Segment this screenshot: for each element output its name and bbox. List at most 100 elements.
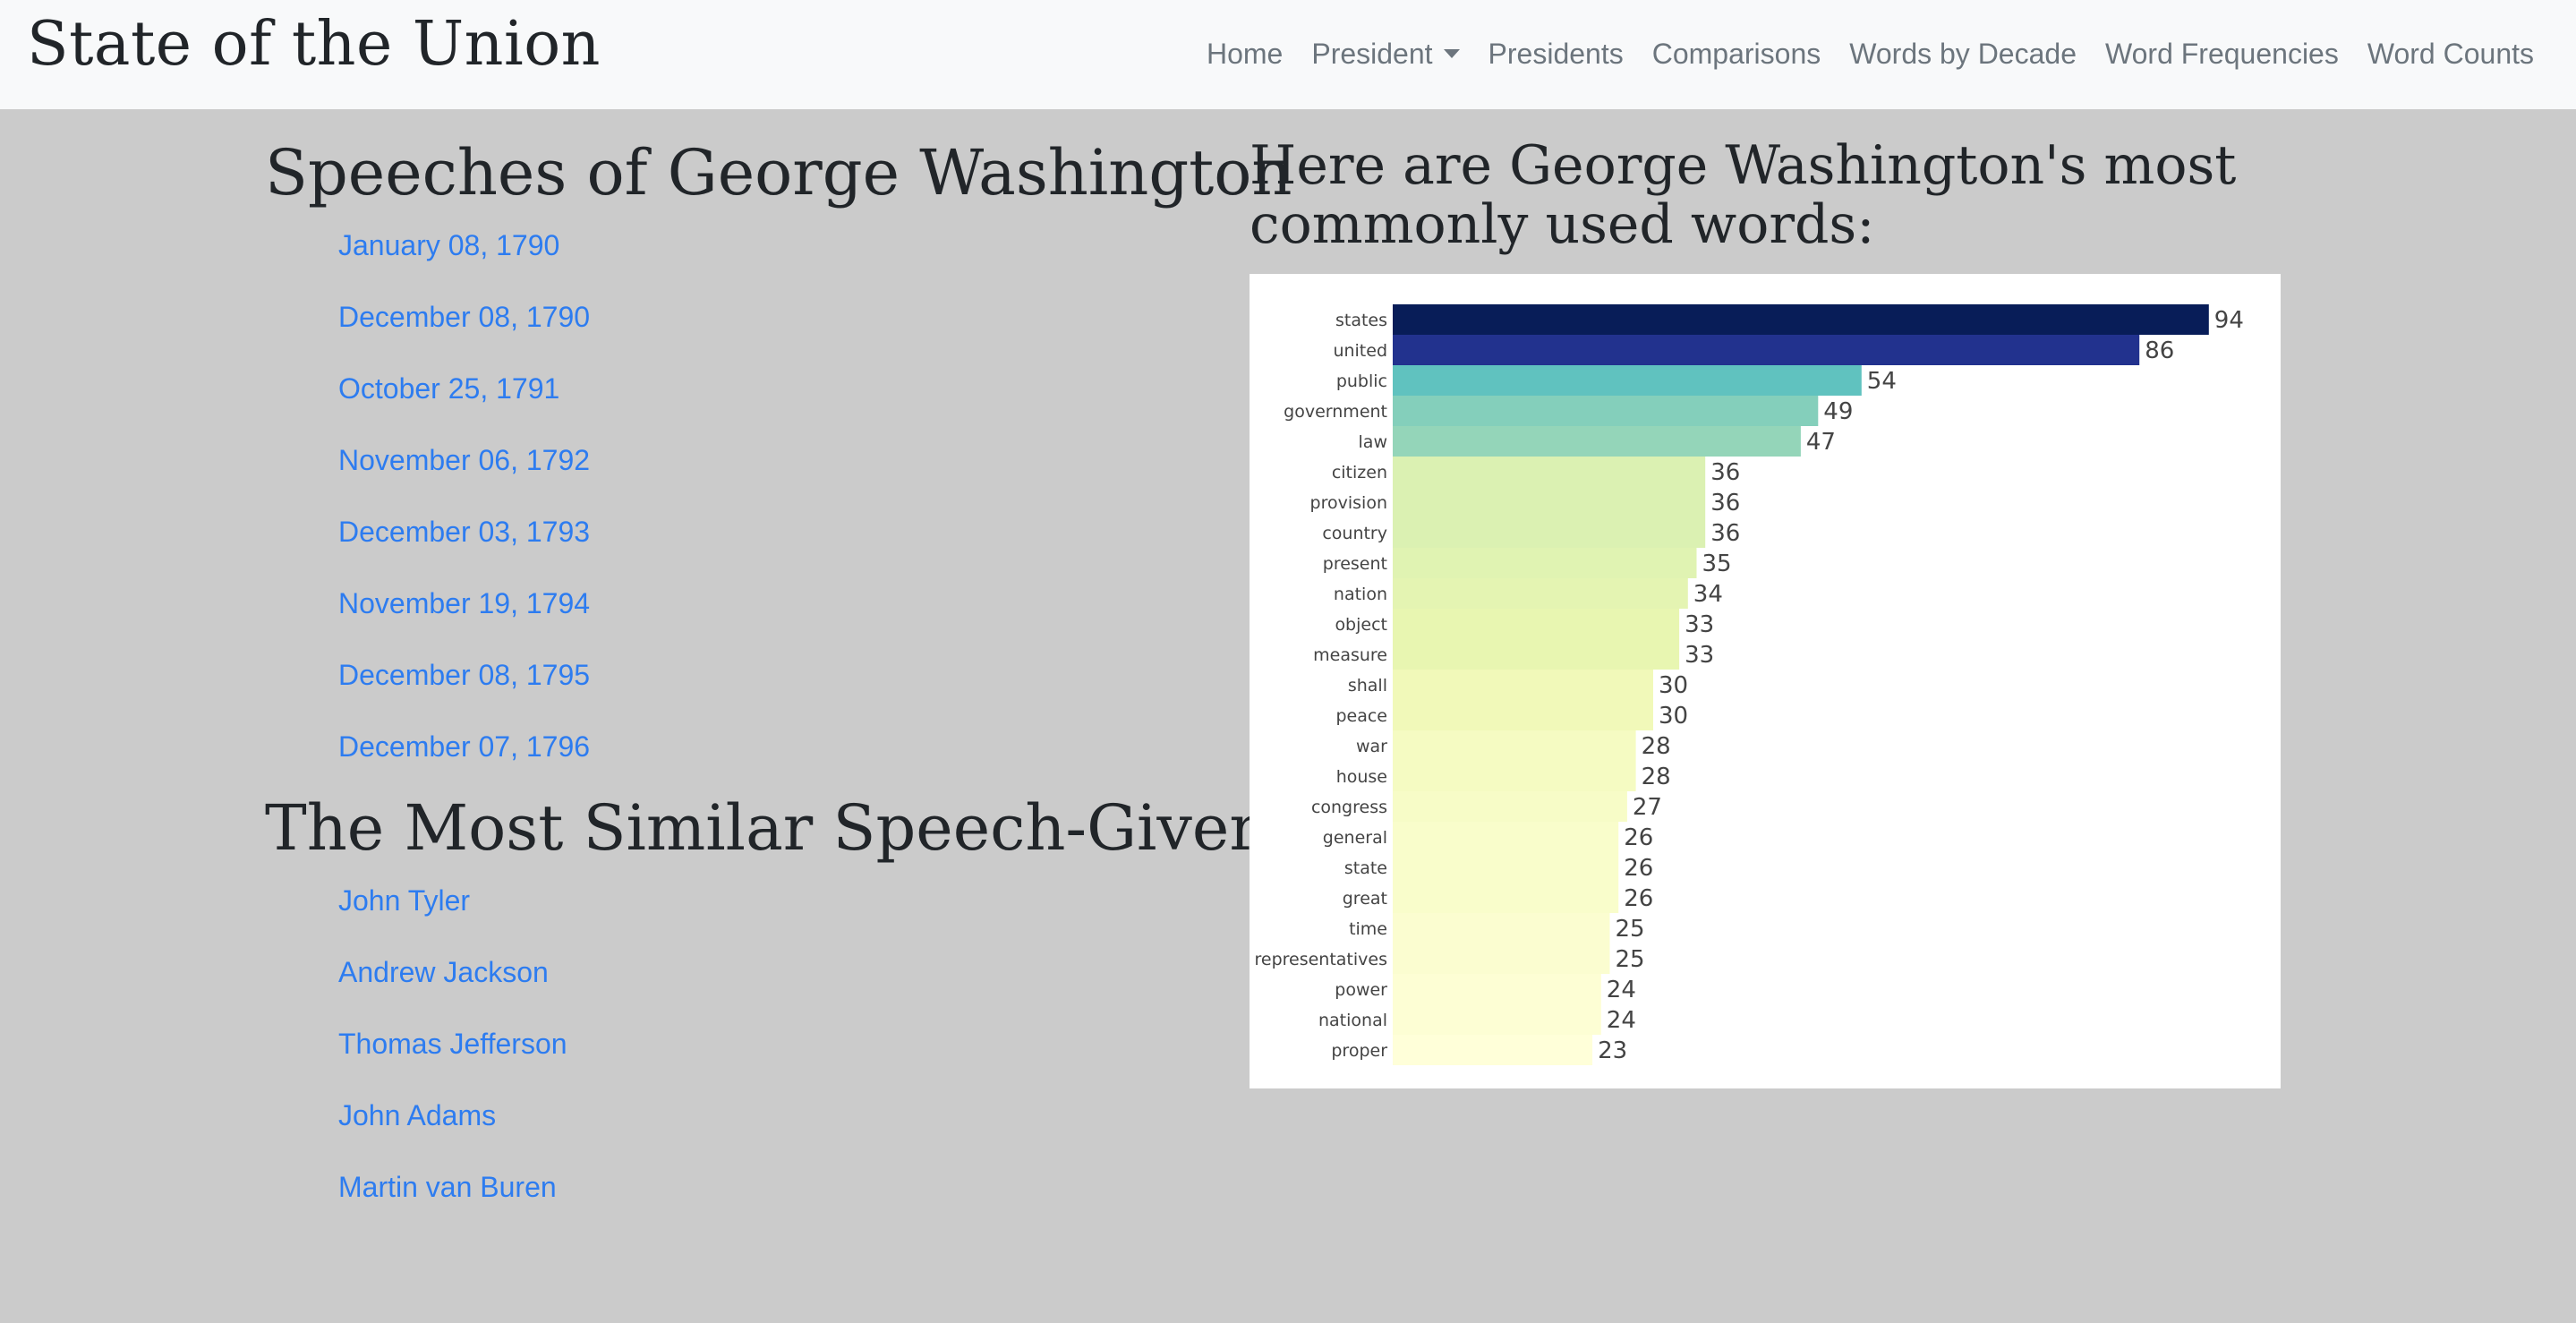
y-tick-label: country [1322, 524, 1387, 543]
word-frequency-chart: states 94 united 86 public 54 government 49 law 4… [1250, 274, 2281, 1088]
bar-measure[interactable] [1393, 639, 1680, 670]
bar-present[interactable] [1393, 548, 1697, 578]
bar-peace[interactable] [1393, 700, 1653, 730]
nav-item-word-counts[interactable]: Word Counts [2367, 38, 2534, 70]
y-tick-label: object [1335, 615, 1387, 635]
bar-value-label: 49 [1823, 398, 1853, 425]
words-heading: Here are George Washington's most common… [1250, 134, 2237, 256]
bar-great[interactable] [1393, 883, 1619, 913]
bar-value-label: 36 [1710, 520, 1740, 547]
bar-value-label: 30 [1659, 672, 1688, 699]
nav-item-word-frequencies[interactable]: Word Frequencies [2104, 38, 2339, 70]
speeches-heading: Speeches of George Washington [265, 136, 1292, 209]
y-tick-label: provision [1310, 493, 1387, 513]
bar-public[interactable] [1393, 365, 1862, 396]
bar-value-label: 36 [1710, 459, 1740, 486]
bar-value-label: 33 [1685, 611, 1714, 638]
y-tick-label: state [1344, 858, 1387, 878]
bar-value-label: 35 [1702, 551, 1732, 577]
y-tick-label: public [1336, 371, 1387, 391]
bar-war[interactable] [1393, 730, 1636, 761]
bar-value-label: 36 [1710, 490, 1740, 516]
y-tick-label: present [1323, 554, 1387, 574]
speech-link[interactable]: November 06, 1792 [338, 444, 591, 476]
bar-provision[interactable] [1393, 487, 1706, 517]
y-tick-label: peace [1335, 706, 1387, 726]
bar-state[interactable] [1393, 852, 1619, 883]
brand-link[interactable]: State of the Union [27, 9, 601, 80]
bar-value-label: 26 [1624, 855, 1653, 882]
bar-value-label: 33 [1685, 642, 1714, 669]
bar-object[interactable] [1393, 609, 1680, 639]
speech-link[interactable]: December 08, 1790 [338, 301, 591, 333]
speech-list: January 08, 1790 December 08, 1790 Octob… [338, 227, 590, 800]
bar-states[interactable] [1393, 304, 2209, 335]
y-tick-label: citizen [1332, 463, 1387, 482]
y-tick-label: national [1318, 1011, 1387, 1030]
chevron-down-icon [1443, 48, 1460, 58]
similar-president-link[interactable]: Andrew Jackson [338, 956, 549, 988]
bar-congress[interactable] [1393, 791, 1627, 822]
similar-president-link[interactable]: Thomas Jefferson [338, 1028, 567, 1060]
y-tick-label: war [1356, 737, 1387, 756]
bar-value-label: 86 [2145, 337, 2174, 364]
bar-value-label: 25 [1616, 916, 1645, 943]
bar-value-label: 28 [1642, 764, 1671, 790]
bar-house[interactable] [1393, 761, 1636, 791]
bar-law[interactable] [1393, 426, 1801, 457]
nav-item-comparisons[interactable]: Comparisons [1651, 38, 1821, 70]
bar-value-label: 54 [1867, 368, 1897, 395]
nav-item-president-dropdown[interactable]: President [1311, 32, 1460, 75]
nav-item-home[interactable]: Home [1206, 38, 1284, 70]
y-tick-label: government [1284, 402, 1387, 422]
y-tick-label: united [1333, 341, 1387, 361]
bar-value-label: 24 [1607, 1007, 1636, 1034]
y-tick-label: shall [1348, 676, 1387, 696]
bar-government[interactable] [1393, 396, 1819, 426]
bar-value-label: 47 [1806, 429, 1836, 456]
nav-item-presidents[interactable]: Presidents [1488, 38, 1624, 70]
bar-chart-svg: states 94 united 86 public 54 government 49 law 4… [1254, 304, 2244, 1065]
bar-value-label: 26 [1624, 885, 1653, 912]
bar-value-label: 34 [1693, 581, 1723, 608]
bar-citizen[interactable] [1393, 457, 1706, 487]
similar-president-link[interactable]: John Adams [338, 1099, 497, 1131]
bar-general[interactable] [1393, 822, 1619, 852]
nav-menu: Home President Presidents Comparisons Wo… [1207, 32, 2534, 75]
bar-value-label: 30 [1659, 703, 1688, 730]
bar-national[interactable] [1393, 1004, 1601, 1035]
y-tick-label: states [1335, 311, 1387, 330]
speech-link[interactable]: October 25, 1791 [338, 372, 560, 405]
bar-value-label: 25 [1616, 946, 1645, 973]
y-tick-label: general [1323, 828, 1387, 848]
y-tick-label: power [1335, 980, 1387, 1000]
bar-time[interactable] [1393, 913, 1610, 943]
similar-heading: The Most Similar Speech-Givers [265, 791, 1292, 865]
bar-value-label: 28 [1642, 733, 1671, 760]
y-tick-label: measure [1313, 645, 1387, 665]
bar-value-label: 94 [2214, 307, 2244, 334]
bar-representatives[interactable] [1393, 943, 1610, 974]
nav-item-words-by-decade[interactable]: Words by Decade [1849, 38, 2077, 70]
similar-president-link[interactable]: John Tyler [338, 884, 471, 917]
similar-list: John Tyler Andrew Jackson Thomas Jeffers… [338, 883, 567, 1241]
bar-power[interactable] [1393, 974, 1601, 1004]
speech-link[interactable]: December 03, 1793 [338, 516, 591, 548]
nav-item-president-label: President [1311, 38, 1433, 70]
navbar: State of the Union Home President Presid… [0, 0, 2576, 109]
bar-proper[interactable] [1393, 1035, 1593, 1065]
bar-value-label: 23 [1598, 1037, 1627, 1064]
speech-link[interactable]: November 19, 1794 [338, 587, 591, 619]
speech-link[interactable]: December 07, 1796 [338, 730, 591, 763]
similar-president-link[interactable]: Martin van Buren [338, 1171, 557, 1203]
bar-value-label: 26 [1624, 824, 1653, 851]
speech-link[interactable]: January 08, 1790 [338, 229, 560, 261]
bar-value-label: 24 [1607, 977, 1636, 1003]
y-tick-label: law [1359, 432, 1387, 452]
y-tick-label: representatives [1254, 950, 1387, 969]
bar-country[interactable] [1393, 517, 1706, 548]
bar-nation[interactable] [1393, 578, 1688, 609]
speech-link[interactable]: December 08, 1795 [338, 659, 591, 691]
bar-united[interactable] [1393, 335, 2140, 365]
bar-shall[interactable] [1393, 670, 1653, 700]
